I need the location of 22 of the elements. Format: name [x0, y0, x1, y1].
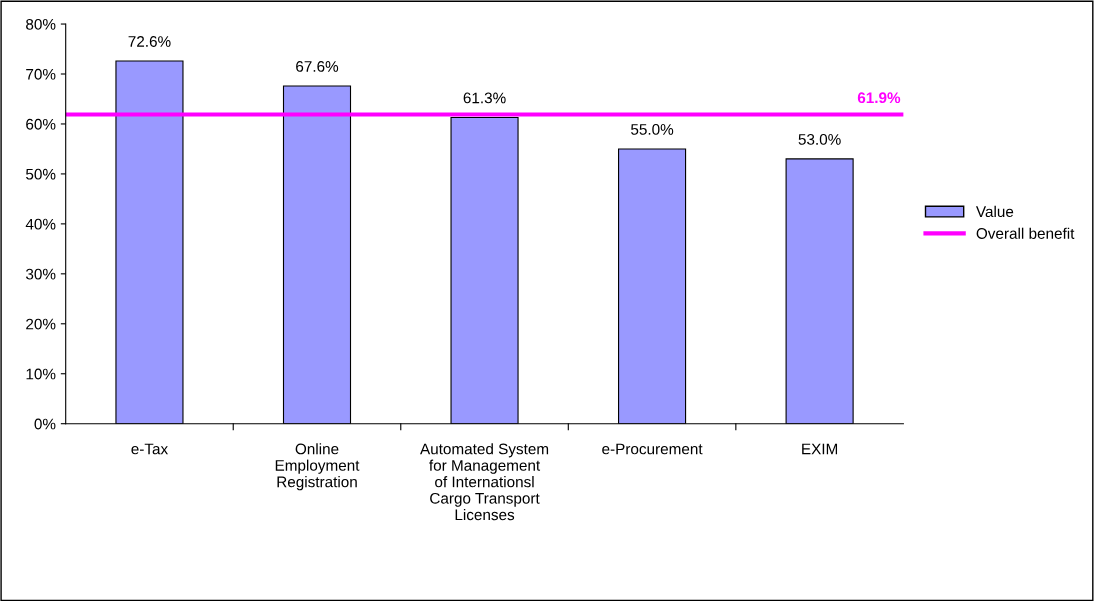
data-label: 67.6% — [296, 61, 339, 72]
y-tick-label: 30% — [25, 268, 56, 280]
y-tick-label: 60% — [26, 118, 56, 130]
y-tick-label: 50% — [26, 168, 56, 180]
y-tick-label: 40% — [25, 218, 56, 230]
x-tick-label: Automated System for Management of Internationsl Cargo Transport Licenses — [420, 443, 549, 521]
legend-label: Overall benefit — [976, 227, 1075, 239]
data-label: 61.3% — [463, 92, 506, 104]
y-tick-label: 0% — [34, 418, 56, 430]
y-tick-label: 70% — [26, 68, 56, 80]
x-tick-label: e-Procurement — [602, 443, 703, 455]
y-tick-label: 20% — [26, 318, 56, 330]
x-tick-label: e-Tax — [131, 443, 168, 455]
annotation: 61.9% — [857, 92, 901, 104]
y-tick-label: 80% — [26, 18, 56, 30]
y-tick-label: 10% — [26, 368, 56, 380]
legend-label: Value — [975, 205, 1014, 218]
data-label: 53.0% — [798, 133, 841, 145]
x-tick-label: EXIM — [802, 443, 838, 455]
data-label: 55.0% — [631, 123, 674, 135]
data-label: 72.6% — [128, 36, 171, 47]
x-tick-label: Online Employment Registration — [275, 443, 360, 491]
